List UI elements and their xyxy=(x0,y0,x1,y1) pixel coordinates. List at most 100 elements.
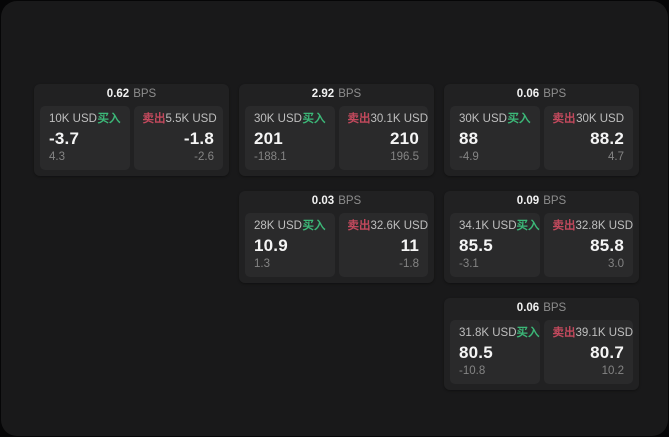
sell-amount: 5.5K USD xyxy=(165,113,217,125)
sell-delta: 10.2 xyxy=(601,364,624,377)
card-body: 30K USD 买入 201 -188.1 卖出 30.1K USD 210 1… xyxy=(239,106,434,176)
buy-amount: 30K USD xyxy=(459,113,507,125)
sell-price: 80.7 xyxy=(590,343,624,362)
sell-panel-top: 卖出 30.1K USD xyxy=(347,113,429,126)
card-body: 31.8K USD 买入 80.5 -10.8 卖出 39.1K USD 80.… xyxy=(444,320,639,390)
bps-unit: BPS xyxy=(543,195,567,208)
cards-grid: 0.62 BPS 10K USD 买入 -3.7 4.3 卖出 5.5K USD… xyxy=(34,84,639,390)
sell-amount: 30.1K USD xyxy=(370,113,429,125)
sell-delta: 3.0 xyxy=(608,257,624,270)
sell-delta: -2.6 xyxy=(194,150,214,163)
buy-panel-top: 30K USD 买入 xyxy=(254,113,326,126)
buy-price: 10.9 xyxy=(254,236,288,255)
sell-price: 11 xyxy=(400,236,419,255)
bps-header: 0.62 BPS xyxy=(34,84,229,106)
buy-panel[interactable]: 34.1K USD 买入 85.5 -3.1 xyxy=(450,213,540,277)
sell-panel[interactable]: 卖出 30.1K USD 210 196.5 xyxy=(338,106,429,170)
bps-value: 0.62 xyxy=(106,88,130,101)
sell-panel[interactable]: 卖出 39.1K USD 80.7 10.2 xyxy=(543,320,634,384)
bps-value: 2.92 xyxy=(311,88,335,101)
bps-unit: BPS xyxy=(543,302,567,315)
buy-amount: 30K USD xyxy=(254,113,302,125)
sell-label: 卖出 xyxy=(142,113,166,125)
buy-price: 201 xyxy=(254,129,283,148)
buy-amount: 34.1K USD xyxy=(459,220,517,232)
bps-unit: BPS xyxy=(543,88,567,101)
bps-value: 0.06 xyxy=(516,302,540,315)
quote-card: 0.03 BPS 28K USD 买入 10.9 1.3 卖出 32.6K US… xyxy=(239,191,434,283)
sell-panel-top: 卖出 5.5K USD xyxy=(142,113,217,126)
quote-card: 0.06 BPS 31.8K USD 买入 80.5 -10.8 卖出 39.1… xyxy=(444,298,639,390)
sell-label: 卖出 xyxy=(347,220,371,232)
buy-panel[interactable]: 30K USD 买入 201 -188.1 xyxy=(245,106,335,170)
quote-card: 0.09 BPS 34.1K USD 买入 85.5 -3.1 卖出 32.8K… xyxy=(444,191,639,283)
bps-unit: BPS xyxy=(338,88,362,101)
bps-value: 0.09 xyxy=(516,195,540,208)
buy-price: 80.5 xyxy=(459,343,493,362)
bps-header: 2.92 BPS xyxy=(239,84,434,106)
buy-label: 买入 xyxy=(507,113,531,125)
bps-unit: BPS xyxy=(133,88,157,101)
bps-unit: BPS xyxy=(338,195,362,208)
sell-panel-top: 卖出 32.8K USD xyxy=(552,220,634,233)
bps-header: 0.06 BPS xyxy=(444,84,639,106)
bps-header: 0.03 BPS xyxy=(239,191,434,213)
sell-label: 卖出 xyxy=(552,113,576,125)
sell-panel-top: 卖出 30K USD xyxy=(552,113,625,126)
sell-label: 卖出 xyxy=(552,220,576,232)
sell-panel[interactable]: 卖出 32.8K USD 85.8 3.0 xyxy=(543,213,634,277)
buy-panel[interactable]: 28K USD 买入 10.9 1.3 xyxy=(245,213,335,277)
buy-panel-top: 28K USD 买入 xyxy=(254,220,326,233)
sell-amount: 32.6K USD xyxy=(370,220,429,232)
quote-card: 0.06 BPS 30K USD 买入 88 -4.9 卖出 30K USD 8… xyxy=(444,84,639,176)
buy-label: 买入 xyxy=(97,113,121,125)
buy-panel[interactable]: 10K USD 买入 -3.7 4.3 xyxy=(40,106,130,170)
sell-delta: -1.8 xyxy=(399,257,419,270)
buy-panel[interactable]: 31.8K USD 买入 80.5 -10.8 xyxy=(450,320,540,384)
buy-delta: 1.3 xyxy=(254,257,270,270)
sell-price: -1.8 xyxy=(183,129,214,148)
bps-header: 0.09 BPS xyxy=(444,191,639,213)
sell-panel[interactable]: 卖出 32.6K USD 11 -1.8 xyxy=(338,213,429,277)
buy-delta: -188.1 xyxy=(254,150,287,163)
buy-label: 买入 xyxy=(516,220,540,232)
buy-delta: 4.3 xyxy=(49,150,65,163)
bps-value: 0.03 xyxy=(311,195,335,208)
buy-delta: -4.9 xyxy=(459,150,479,163)
card-body: 34.1K USD 买入 85.5 -3.1 卖出 32.8K USD 85.8… xyxy=(444,213,639,283)
buy-price: 85.5 xyxy=(459,236,493,255)
buy-delta: -10.8 xyxy=(459,364,486,377)
buy-label: 买入 xyxy=(302,113,326,125)
quote-card: 0.62 BPS 10K USD 买入 -3.7 4.3 卖出 5.5K USD… xyxy=(34,84,229,176)
sell-price: 88.2 xyxy=(590,129,624,148)
buy-panel-top: 34.1K USD 买入 xyxy=(459,220,540,233)
buy-label: 买入 xyxy=(516,327,540,339)
bps-value: 0.06 xyxy=(516,88,540,101)
sell-amount: 39.1K USD xyxy=(575,327,634,339)
buy-panel[interactable]: 30K USD 买入 88 -4.9 xyxy=(450,106,540,170)
buy-panel-top: 31.8K USD 买入 xyxy=(459,327,540,340)
sell-delta: 196.5 xyxy=(390,150,419,163)
card-body: 28K USD 买入 10.9 1.3 卖出 32.6K USD 11 -1.8 xyxy=(239,213,434,283)
buy-panel-top: 10K USD 买入 xyxy=(49,113,121,126)
sell-panel[interactable]: 卖出 30K USD 88.2 4.7 xyxy=(543,106,633,170)
bps-header: 0.06 BPS xyxy=(444,298,639,320)
sell-label: 卖出 xyxy=(347,113,371,125)
card-body: 10K USD 买入 -3.7 4.3 卖出 5.5K USD -1.8 -2.… xyxy=(34,106,229,176)
sell-amount: 30K USD xyxy=(576,113,624,125)
sell-panel-top: 卖出 32.6K USD xyxy=(347,220,429,233)
sell-panel[interactable]: 卖出 5.5K USD -1.8 -2.6 xyxy=(133,106,223,170)
buy-amount: 31.8K USD xyxy=(459,327,517,339)
buy-price: 88 xyxy=(459,129,479,148)
sell-panel-top: 卖出 39.1K USD xyxy=(552,327,634,340)
buy-label: 买入 xyxy=(302,220,326,232)
buy-price: -3.7 xyxy=(49,129,80,148)
card-body: 30K USD 买入 88 -4.9 卖出 30K USD 88.2 4.7 xyxy=(444,106,639,176)
sell-label: 卖出 xyxy=(552,327,576,339)
sell-amount: 32.8K USD xyxy=(575,220,634,232)
buy-delta: -3.1 xyxy=(459,257,479,270)
quote-card: 2.92 BPS 30K USD 买入 201 -188.1 卖出 30.1K … xyxy=(239,84,434,176)
sell-price: 85.8 xyxy=(590,236,624,255)
buy-amount: 10K USD xyxy=(49,113,97,125)
